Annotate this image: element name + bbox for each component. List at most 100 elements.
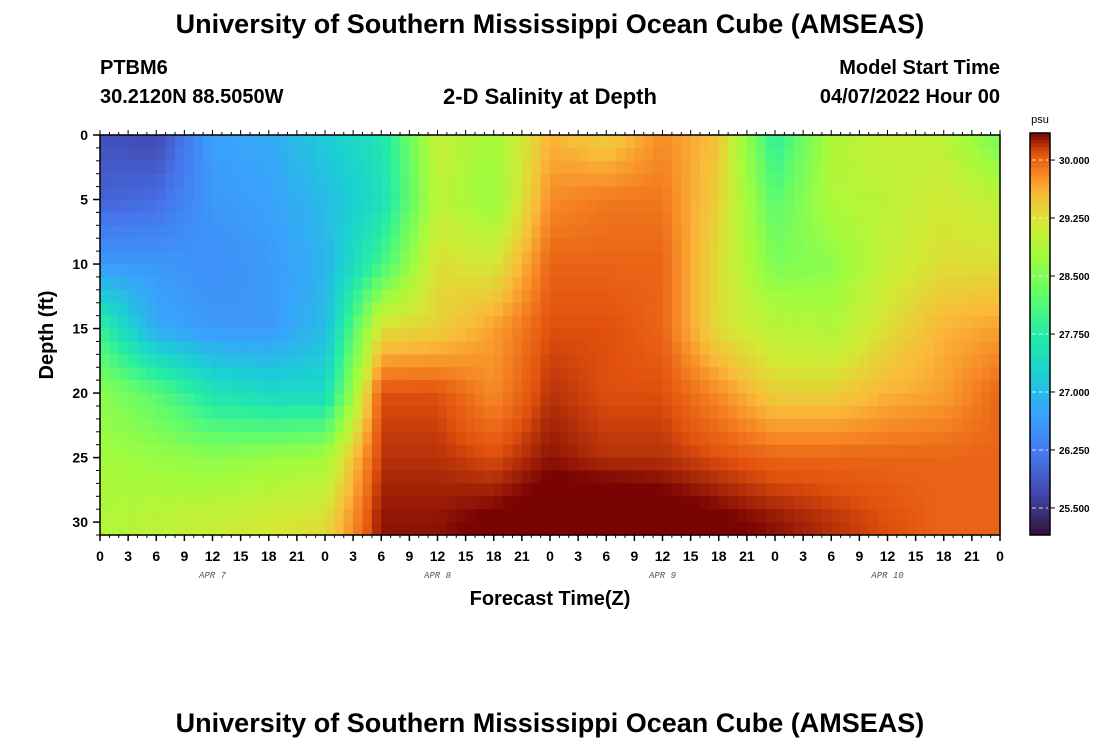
heatmap-cell [662,289,673,304]
heatmap-cell [465,238,476,252]
x-tick-label: 15 [683,548,699,564]
heatmap-cell [268,147,279,162]
heatmap-cell [578,509,589,523]
heatmap-cell [840,367,851,381]
heatmap-cell [409,315,420,330]
heatmap-cell [456,186,467,201]
heatmap-cell [540,160,551,175]
heatmap-cell [925,470,935,484]
heatmap-cell [559,431,570,446]
heatmap-cell [203,186,214,201]
heatmap-cell [100,289,110,304]
heatmap-cell [325,212,335,226]
heatmap-cell [137,199,148,214]
heatmap-cell [971,225,982,239]
heatmap-cell [456,418,467,433]
heatmap-cell [531,289,542,304]
heatmap-cell [662,444,673,459]
heatmap-cell [803,251,814,265]
heatmap-cell [278,160,289,175]
heatmap-cell [400,186,410,201]
heatmap-cell [550,315,560,330]
heatmap-cell [118,496,129,510]
heatmap-cell [353,483,364,497]
heatmap-cell [821,496,832,510]
heatmap-cell [521,238,532,252]
heatmap-cell [840,302,851,317]
heatmap-cell [390,470,401,484]
heatmap-cell [165,380,176,394]
heatmap-cell [521,328,532,343]
heatmap-cell [568,496,579,510]
heatmap-cell [953,393,964,407]
heatmap-cell [268,393,279,407]
heatmap-cell [709,173,720,188]
heatmap-cell [953,264,964,278]
heatmap-cell [137,496,148,510]
heatmap-cell [165,315,176,330]
heatmap-cell [953,509,964,523]
heatmap-cell [728,328,739,343]
heatmap-cell [156,444,167,459]
heatmap-cell [962,315,973,330]
heatmap-cell [756,405,767,420]
heatmap-cell [437,354,448,368]
heatmap-cell [203,483,214,497]
heatmap-cell [540,315,551,330]
colorbar-segment [1030,230,1050,234]
heatmap-cell [578,483,589,497]
heatmap-cell [278,264,289,278]
heatmap-cell [343,173,354,188]
chart-title: University of Southern Mississippi Ocean… [175,9,925,39]
heatmap-cell [887,147,898,162]
heatmap-cell [784,418,795,433]
heatmap-cell [296,302,307,317]
heatmap-cell [625,470,635,484]
heatmap-cell [540,173,551,188]
heatmap-cell [278,431,289,446]
heatmap-cell [193,509,204,523]
heatmap-cell [690,173,701,188]
heatmap-cell [596,341,607,355]
heatmap-cell [681,367,692,381]
heatmap-cell [231,173,242,188]
heatmap-cell [634,199,645,214]
colorbar-segment [1030,531,1050,536]
heatmap-cell [765,431,776,446]
heatmap-cell [193,341,204,355]
heatmap-cell [859,380,870,394]
heatmap-cell [193,457,204,472]
heatmap-cell [250,212,260,226]
heatmap-cell [156,251,167,265]
heatmap-cell [587,160,598,175]
heatmap-cell [137,418,148,433]
heatmap-cell [550,418,560,433]
heatmap-cell [643,393,654,407]
heatmap-cell [175,393,185,407]
heatmap-cell [118,302,129,317]
heatmap-cell [821,418,832,433]
heatmap-cell [437,405,448,420]
heatmap-cell [146,483,157,497]
heatmap-cell [784,328,795,343]
heatmap-cell [165,457,176,472]
heatmap-cell [990,380,1001,394]
heatmap-cell [690,315,701,330]
heatmap-cell [859,328,870,343]
heatmap-cell [821,135,832,149]
heatmap-cell [390,431,401,446]
heatmap-cell [990,160,1001,175]
heatmap-cell [343,380,354,394]
heatmap-cell [850,509,860,523]
heatmap-cell [718,380,729,394]
heatmap-cell [315,457,326,472]
heatmap-cell [625,238,635,252]
heatmap-cell [634,315,645,330]
heatmap-cell [100,135,110,149]
heatmap-cell [925,380,935,394]
heatmap-cell [868,302,879,317]
heatmap-cell [765,135,776,149]
heatmap-cell [634,173,645,188]
heatmap-cell [306,444,317,459]
heatmap-cell [446,264,457,278]
